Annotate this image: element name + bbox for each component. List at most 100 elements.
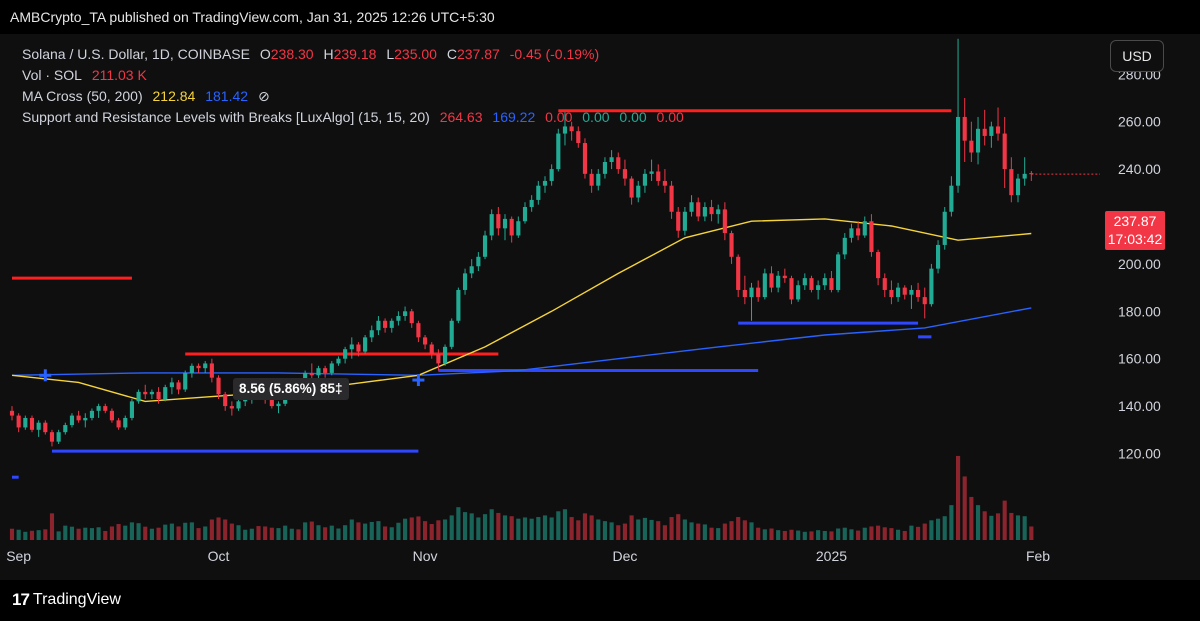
ma50-line <box>11 218 1032 403</box>
candle-body <box>462 273 468 290</box>
candle-body <box>882 278 887 290</box>
candle-body <box>649 171 654 174</box>
candle-body <box>622 169 628 179</box>
x-tick-label: Sep <box>6 548 31 564</box>
visibility-icon[interactable]: ⊘ <box>257 88 270 104</box>
candle-body <box>442 346 448 364</box>
candle-body <box>909 289 914 295</box>
candle-body <box>409 311 414 324</box>
candle-body <box>1009 169 1014 196</box>
candle-body <box>669 185 674 212</box>
ma200-line <box>11 307 1032 377</box>
candle-body <box>309 372 314 376</box>
candle-body <box>902 287 907 295</box>
candle-body <box>716 209 721 215</box>
candle-body <box>96 406 101 411</box>
volume-bar <box>962 476 967 540</box>
volume-bar <box>296 529 301 540</box>
volume-bar <box>1002 500 1007 540</box>
candle-body <box>469 266 474 274</box>
candle-body <box>856 228 861 236</box>
volume-bar <box>829 531 834 540</box>
volume-bar <box>169 523 174 540</box>
volume-bar <box>236 525 241 540</box>
volume-bar <box>116 524 121 540</box>
price-chart[interactable]: 120.00140.00160.00180.00200.00220.00240.… <box>0 34 1200 580</box>
volume-bar <box>796 530 801 540</box>
legend-ma-row[interactable]: MA Cross (50, 200) 212.84 181.42 ⊘ <box>22 86 690 107</box>
legend-volume-row[interactable]: Vol · SOL 211.03 K <box>22 65 690 86</box>
candle-body <box>416 323 421 338</box>
candle-body <box>429 344 434 354</box>
candle-body <box>482 235 488 257</box>
volume-bar <box>403 518 408 540</box>
volume-bar <box>223 519 228 540</box>
candle-body <box>729 233 734 257</box>
volume-bar <box>736 517 741 540</box>
candle-body <box>103 406 108 411</box>
legend-sr-row[interactable]: Support and Resistance Levels with Break… <box>22 107 690 128</box>
volume-bar <box>289 528 294 540</box>
volume-bar <box>129 522 134 540</box>
volume-bar <box>982 511 987 540</box>
candle-body <box>609 157 614 162</box>
candle-body <box>456 289 461 321</box>
volume-bar <box>909 525 914 540</box>
candle-body <box>336 358 341 364</box>
volume-bar <box>502 515 508 540</box>
currency-button[interactable]: USD <box>1110 40 1164 72</box>
volume-bar <box>416 516 421 540</box>
volume-bar <box>409 517 414 540</box>
volume-bar <box>576 520 581 540</box>
volume-bar <box>716 528 721 540</box>
volume-bar <box>156 527 161 540</box>
y-tick-label: 180.00 <box>1118 303 1161 319</box>
candle-body <box>689 202 694 212</box>
volume-bar <box>589 515 594 540</box>
candle-body <box>876 252 881 279</box>
change-value: -0.45 (-0.19%) <box>509 46 600 62</box>
candle-body <box>929 268 934 305</box>
candle-body <box>1022 173 1027 179</box>
symbol-name[interactable]: Solana / U.S. Dollar, 1D, COINBASE <box>22 46 250 62</box>
volume-bar <box>516 518 521 540</box>
candle-body <box>769 273 774 288</box>
x-tick-label: Dec <box>612 548 637 564</box>
candle-body <box>576 131 581 144</box>
bar-countdown: 17:03:42 <box>1107 231 1163 247</box>
candle-body <box>589 173 594 186</box>
last-price-tag: 237.87 17:03:42 <box>1105 211 1165 250</box>
candle-body <box>896 287 901 298</box>
low-label: L <box>386 46 395 62</box>
candle-body <box>942 211 947 245</box>
tradingview-logo[interactable]: 17 TradingView <box>12 590 121 610</box>
candle-body <box>1015 178 1021 196</box>
volume-bar <box>729 521 734 540</box>
candle-body <box>889 289 894 298</box>
volume-bar <box>969 496 974 540</box>
volume-bar <box>189 522 194 540</box>
volume-bar <box>749 522 754 540</box>
volume-bar <box>396 522 401 540</box>
volume-bar <box>176 526 181 540</box>
candle-body <box>69 415 75 426</box>
ma-cross-label: MA Cross (50, 200) <box>22 88 143 104</box>
volume-bar <box>369 521 374 540</box>
candle-body <box>116 420 121 428</box>
candle-body <box>422 337 428 345</box>
candle-body <box>829 278 834 290</box>
candle-body <box>323 368 328 373</box>
sr-value-5: 0.00 <box>619 109 647 125</box>
volume-label: Vol · SOL <box>22 67 82 83</box>
candle-body <box>849 228 854 238</box>
chart-area[interactable]: 120.00140.00160.00180.00200.00220.00240.… <box>0 34 1200 580</box>
volume-bar <box>422 521 428 540</box>
candle-body <box>369 330 374 338</box>
volume-bar <box>696 523 701 540</box>
volume-bar <box>442 519 448 540</box>
volume-bar <box>942 516 947 540</box>
volume-bar <box>742 520 747 540</box>
volume-bar <box>203 526 208 540</box>
candle-body <box>449 320 454 347</box>
open-value: 238.30 <box>270 46 314 62</box>
